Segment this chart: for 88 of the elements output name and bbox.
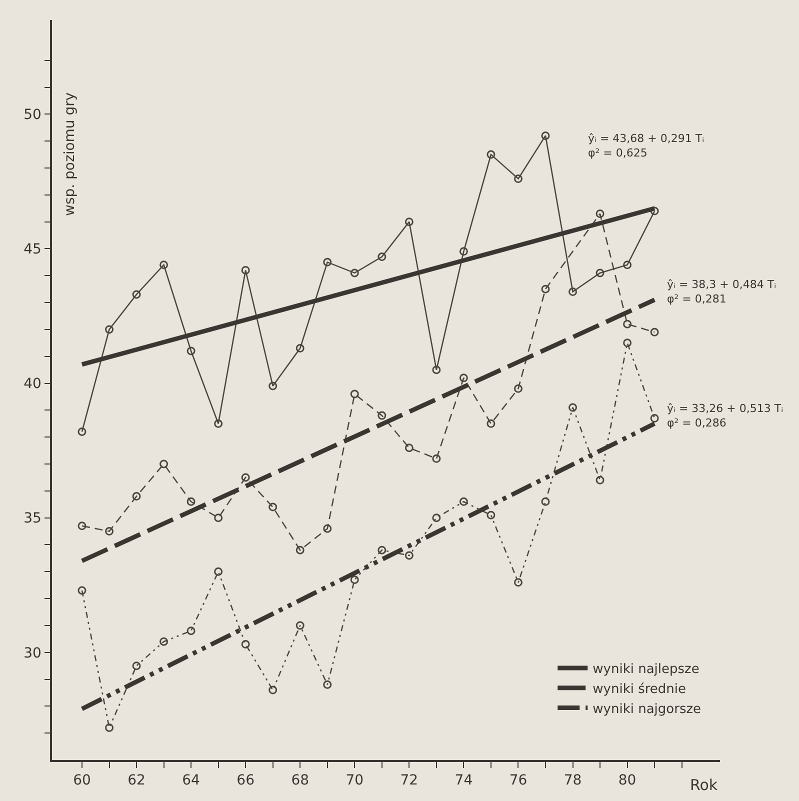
legend-label: wyniki najgorsze (592, 702, 702, 717)
point (404, 218, 414, 226)
point (241, 640, 250, 649)
point (160, 460, 168, 468)
point (268, 382, 278, 390)
y-tick-label: 50 (24, 107, 42, 124)
point (541, 284, 550, 294)
point (623, 320, 632, 328)
point (186, 346, 196, 356)
point (132, 492, 141, 501)
point (432, 454, 441, 463)
legend-label: wyniki najlepsze (592, 662, 700, 678)
point (323, 258, 332, 266)
x-tick-label: 66 (236, 772, 255, 789)
point (486, 510, 496, 520)
point (105, 723, 114, 732)
point (296, 344, 304, 353)
point (132, 290, 141, 299)
point (214, 419, 223, 428)
point (486, 150, 496, 159)
x-tick-label: 62 (128, 772, 146, 789)
point (214, 514, 223, 522)
point (568, 403, 578, 412)
point (268, 502, 278, 512)
point (623, 338, 632, 348)
x-tick-label: 64 (182, 772, 200, 789)
point (486, 419, 496, 428)
point (596, 268, 604, 278)
point (296, 546, 304, 554)
point (323, 680, 332, 689)
point (459, 497, 468, 506)
annotation: ŷᵢ = 38,3 + 0,484 Tᵢ φ² = 0,281 (667, 278, 776, 306)
point (378, 411, 386, 420)
x-tick-label: 70 (346, 772, 364, 789)
point (105, 527, 114, 536)
point (514, 578, 522, 587)
point (241, 266, 250, 274)
x-tick-label: 80 (618, 772, 636, 789)
point (323, 524, 332, 533)
y-tick-label: 35 (24, 510, 42, 527)
point (214, 567, 223, 576)
legend-label: wyniki średnie (592, 682, 686, 697)
point (268, 686, 278, 694)
point (514, 384, 522, 393)
point (350, 390, 359, 398)
point (432, 366, 441, 374)
x-tick-label: 78 (564, 772, 582, 789)
point (78, 427, 86, 436)
annotation: ŷᵢ = 43,68 + 0,291 Tᵢ φ² = 0,625 (588, 132, 704, 160)
point (78, 586, 86, 595)
y-axis-title: wsp. poziomu gry (62, 92, 78, 216)
x-tick-label: 72 (400, 772, 418, 789)
point (541, 497, 550, 506)
point (650, 328, 659, 336)
point (132, 662, 141, 670)
point (459, 247, 468, 256)
y-tick-label: 30 (24, 645, 42, 662)
point (623, 260, 632, 270)
x-axis-title: Rok (690, 776, 718, 794)
point (78, 522, 86, 530)
x-tick-label: 60 (73, 772, 91, 789)
point (296, 621, 304, 630)
point (160, 637, 168, 646)
point (432, 514, 441, 522)
point (160, 260, 168, 270)
point (568, 288, 578, 296)
y-tick-label: 45 (24, 242, 42, 258)
point (596, 476, 604, 484)
x-tick-label: 76 (509, 772, 528, 789)
point (459, 374, 468, 382)
point (404, 444, 414, 452)
point (186, 626, 196, 636)
point (241, 473, 250, 482)
point (514, 174, 522, 184)
point (378, 252, 386, 262)
point (350, 575, 359, 584)
x-tick-label: 68 (291, 772, 310, 789)
point (378, 546, 386, 554)
point (105, 325, 114, 334)
x-tick-label: 74 (454, 772, 473, 789)
y-tick-label: 40 (24, 376, 42, 392)
point (541, 131, 550, 140)
point (596, 210, 604, 218)
point (650, 414, 659, 422)
point (350, 268, 359, 278)
point (186, 497, 196, 506)
annotation: ŷᵢ = 33,26 + 0,513 Tᵢ φ² = 0,286 (667, 402, 784, 430)
point (404, 551, 414, 560)
